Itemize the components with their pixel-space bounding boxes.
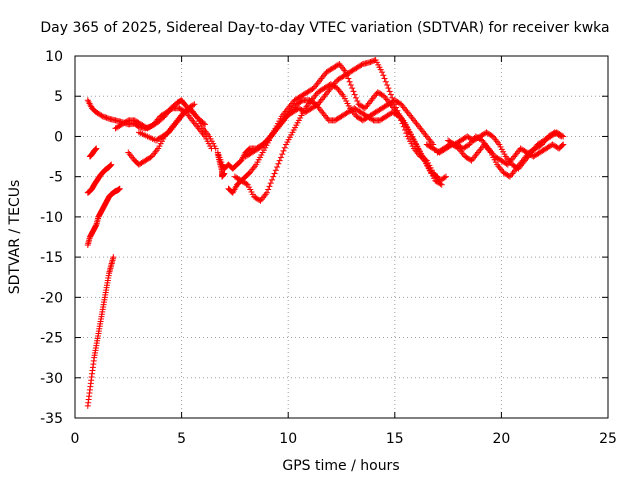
data-point <box>387 91 394 98</box>
chart-title: Day 365 of 2025, Sidereal Day-to-day VTE… <box>40 20 609 36</box>
data-point <box>346 78 353 85</box>
data-point <box>384 81 391 88</box>
series-track-o <box>445 129 567 172</box>
data-point <box>386 88 393 95</box>
data-point <box>110 254 117 261</box>
data-point <box>560 141 567 148</box>
data-point <box>433 172 440 179</box>
series-track-g <box>86 145 100 160</box>
data-point <box>191 101 198 108</box>
data-point <box>352 94 359 101</box>
series-track-f <box>84 161 115 196</box>
series-track-d <box>135 101 198 144</box>
x-tick-label: 5 <box>177 431 186 447</box>
y-tick-label: -10 <box>40 210 63 226</box>
x-tick-label: 10 <box>279 431 297 447</box>
data-point <box>263 189 270 196</box>
data-point <box>93 145 100 152</box>
data-point <box>202 121 209 128</box>
data-point <box>349 85 356 92</box>
x-axis: 0 5 10 15 20 25 <box>71 56 617 447</box>
grid <box>75 56 608 418</box>
data-point <box>168 106 175 113</box>
data-point <box>243 180 250 187</box>
y-tick-label: 0 <box>54 129 63 145</box>
data-point <box>358 61 365 68</box>
data-point <box>267 180 274 187</box>
data-point <box>354 98 361 105</box>
data-point <box>345 75 352 82</box>
series-track-h <box>84 254 117 409</box>
y-tick-label: -30 <box>40 371 63 387</box>
y-tick-label: -15 <box>40 250 63 266</box>
data-point <box>108 161 115 168</box>
data-point <box>360 104 367 111</box>
x-tick-label: 20 <box>492 431 510 447</box>
data-point <box>268 176 275 183</box>
y-tick-label: -5 <box>49 170 63 186</box>
y-tick-label: 10 <box>45 49 63 65</box>
data-point <box>280 147 287 154</box>
y-tick-label: -25 <box>40 331 63 347</box>
series-track-e <box>84 185 123 249</box>
data-point <box>190 102 197 109</box>
data-point <box>434 173 441 180</box>
data-point <box>381 75 388 82</box>
y-axis: 10 5 0 -5 -10 -15 -20 -25 -30 -35 <box>40 49 608 427</box>
data-point <box>270 173 277 180</box>
series-track-b <box>112 105 215 152</box>
data-point <box>441 174 448 181</box>
x-tick-label: 0 <box>71 431 80 447</box>
data-point <box>272 167 279 174</box>
data-point <box>274 164 281 171</box>
data-point <box>124 118 131 125</box>
data-point <box>344 72 351 79</box>
data-point <box>271 170 278 177</box>
data-point <box>212 145 219 152</box>
data-point <box>276 157 283 164</box>
data-point <box>380 72 387 79</box>
x-tick-label: 25 <box>599 431 617 447</box>
y-tick-label: -35 <box>40 411 63 427</box>
data-point <box>298 98 305 105</box>
data-point <box>437 180 444 187</box>
data-point <box>335 61 342 68</box>
data-point <box>347 81 354 88</box>
data-point <box>351 91 358 98</box>
data-point <box>265 186 272 193</box>
plot-frame <box>74 55 609 419</box>
data-point <box>369 116 376 123</box>
data-point <box>266 183 273 190</box>
data-point <box>281 144 288 151</box>
y-tick-label: -20 <box>40 290 63 306</box>
data-point <box>514 164 521 171</box>
data-point <box>438 181 445 188</box>
y-axis-label: SDTVAR / TECUs <box>7 180 23 295</box>
data-point <box>379 69 386 76</box>
data-point <box>382 78 389 85</box>
data-point <box>342 69 349 76</box>
series-track-l <box>242 97 441 180</box>
data-point <box>116 185 123 192</box>
y-tick-label: 5 <box>54 89 63 105</box>
data-point <box>275 160 282 167</box>
data-point <box>221 170 228 177</box>
data-point <box>505 172 512 179</box>
data-point <box>558 132 565 139</box>
data-point <box>277 154 284 161</box>
data-point <box>279 151 286 158</box>
x-axis-label: GPS time / hours <box>282 458 399 474</box>
x-tick-label: 15 <box>386 431 404 447</box>
data-point <box>442 173 449 180</box>
data-point <box>385 85 392 92</box>
data-point <box>256 196 263 203</box>
data-point <box>560 133 567 140</box>
data-points <box>84 57 567 409</box>
data-point <box>467 156 474 163</box>
data-point <box>350 88 357 95</box>
data-point <box>98 112 105 119</box>
series-track-p <box>214 151 228 180</box>
data-point <box>559 142 566 149</box>
